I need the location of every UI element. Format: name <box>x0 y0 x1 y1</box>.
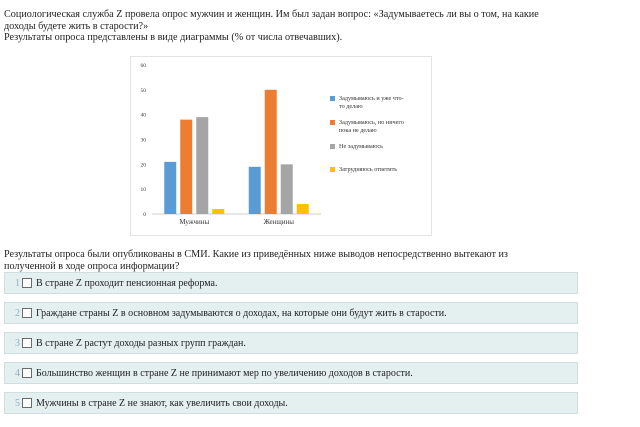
option-number: 5 <box>15 397 20 409</box>
bar-2-4 <box>296 204 309 214</box>
y-tick-label: 30 <box>141 138 147 144</box>
checkbox[interactable] <box>22 368 32 378</box>
survey-chart: 0 10 20 30 40 50 60 Мужчины Женщины Задумываюсь и… <box>130 56 432 236</box>
legend-swatch-3 <box>330 144 335 149</box>
legend-swatch-2 <box>330 120 335 125</box>
bar-2-1 <box>248 166 261 214</box>
bar-1-1 <box>164 161 177 214</box>
x-category-label: Мужчины <box>179 218 209 226</box>
option-5[interactable]: 5 Мужчины в стране Z не знают, как увели… <box>4 392 578 414</box>
legend-label: то делаю <box>339 103 363 110</box>
task-text: Результаты опроса были опубликованы в СМ… <box>4 249 604 272</box>
bar-1-2 <box>180 119 193 214</box>
option-4[interactable]: 4 Большинство женщин в стране Z не прини… <box>4 362 578 384</box>
legend-label: Затрудняюсь ответить <box>339 166 397 173</box>
answer-options: 1 В стране Z проходит пенсионная реформа… <box>4 272 578 422</box>
option-number: 1 <box>15 277 20 289</box>
option-text: Граждане страны Z в основном задумываютс… <box>36 307 447 319</box>
checkbox[interactable] <box>22 278 32 288</box>
y-tick-label: 60 <box>141 63 147 69</box>
legend-label: Задумываюсь, но ничего <box>339 119 404 126</box>
option-1[interactable]: 1 В стране Z проходит пенсионная реформа… <box>4 272 578 294</box>
legend-swatch-1 <box>330 96 335 101</box>
legend-label: Не задумываюсь <box>339 143 383 150</box>
question-line-2: доходы будете жить в старости?» <box>4 20 149 32</box>
question-line-3: Результаты опроса представлены в виде ди… <box>4 32 343 44</box>
legend-swatch-4 <box>330 167 335 172</box>
task-line-1: Результаты опроса были опубликованы в СМ… <box>4 249 508 260</box>
option-text: В стране Z проходит пенсионная реформа. <box>36 277 218 289</box>
option-3[interactable]: 3 В стране Z растут доходы разных групп … <box>4 332 578 354</box>
option-text: Большинство женщин в стране Z не принима… <box>36 367 413 379</box>
y-tick-label: 50 <box>141 88 147 94</box>
checkbox[interactable] <box>22 308 32 318</box>
question-text: Социологическая служба Z провела опрос м… <box>4 9 564 44</box>
option-text: Мужчины в стране Z не знают, как увеличи… <box>36 397 288 409</box>
task-line-2: полученной в ходе опроса информации? <box>4 260 180 272</box>
option-number: 3 <box>15 337 20 349</box>
bar-1-3 <box>196 117 209 214</box>
bar-2-2 <box>264 89 277 214</box>
bar-chart: 0 10 20 30 40 50 60 Мужчины Женщины Задумываюсь и… <box>141 63 404 226</box>
option-2[interactable]: 2 Граждане страны Z в основном задумываю… <box>4 302 578 324</box>
option-text: В стране Z растут доходы разных групп гр… <box>36 337 246 349</box>
option-number: 4 <box>15 367 20 379</box>
y-tick-label: 10 <box>141 187 147 193</box>
bar-1-4 <box>212 209 225 214</box>
checkbox[interactable] <box>22 398 32 408</box>
bar-2-3 <box>280 164 293 214</box>
legend-label: пока не делаю <box>339 127 377 134</box>
y-tick-label: 0 <box>143 212 146 218</box>
y-tick-label: 40 <box>141 113 147 119</box>
checkbox[interactable] <box>22 338 32 348</box>
legend-label: Задумываюсь и уже что- <box>339 95 404 102</box>
option-number: 2 <box>15 307 20 319</box>
question-line-1: Социологическая служба Z провела опрос м… <box>4 9 539 20</box>
y-tick-label: 20 <box>141 162 147 168</box>
x-category-label: Женщины <box>264 218 295 226</box>
